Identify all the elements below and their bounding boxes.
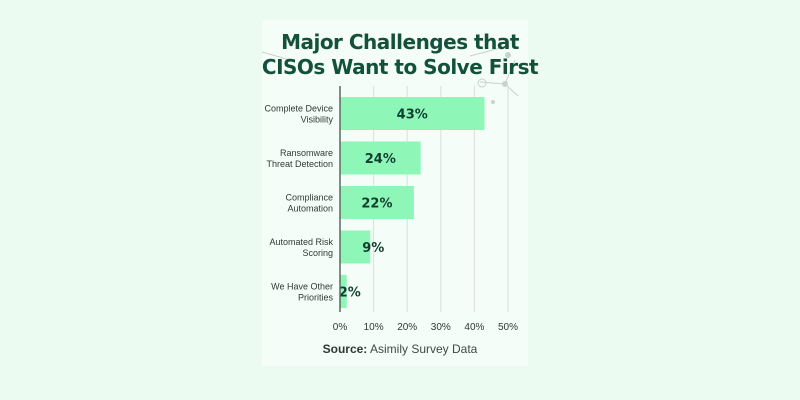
category-label: We Have Other Priorities (271, 282, 333, 303)
x-tick-label: 50% (498, 322, 518, 333)
source-label: Source: (322, 342, 368, 356)
category-label: Ransomware Threat Detection (266, 148, 333, 169)
bar (340, 230, 371, 264)
chart-title: Major Challenges that CISOs Want to Solv… (240, 30, 560, 80)
category-label: Automated Risk Scoring (269, 237, 333, 258)
bar-value-label: 43% (397, 108, 428, 123)
title-line-1: Major Challenges that (281, 30, 519, 54)
source-text: Asimily Survey Data (369, 342, 478, 356)
bar (340, 186, 414, 219)
bar-value-label: 24% (365, 152, 396, 167)
x-tick-label: 30% (431, 322, 451, 333)
bar-value-label: 2% (339, 286, 361, 301)
bar-value-label: 9% (362, 241, 384, 256)
bar (340, 141, 421, 175)
title-line-2: CISOs Want to Solve First (261, 55, 539, 79)
bar-value-label: 22% (361, 197, 392, 212)
category-label: Compliance Automation (285, 193, 333, 214)
x-tick-label: 40% (464, 322, 484, 333)
x-tick-label: 20% (397, 322, 417, 333)
category-label: Complete Device Visibility (264, 104, 333, 125)
source-note: Source: Asimily Survey Data (240, 342, 560, 356)
x-tick-label: 0% (333, 322, 348, 333)
bar (340, 275, 347, 308)
x-tick-label: 10% (364, 322, 384, 333)
bar (340, 97, 485, 130)
